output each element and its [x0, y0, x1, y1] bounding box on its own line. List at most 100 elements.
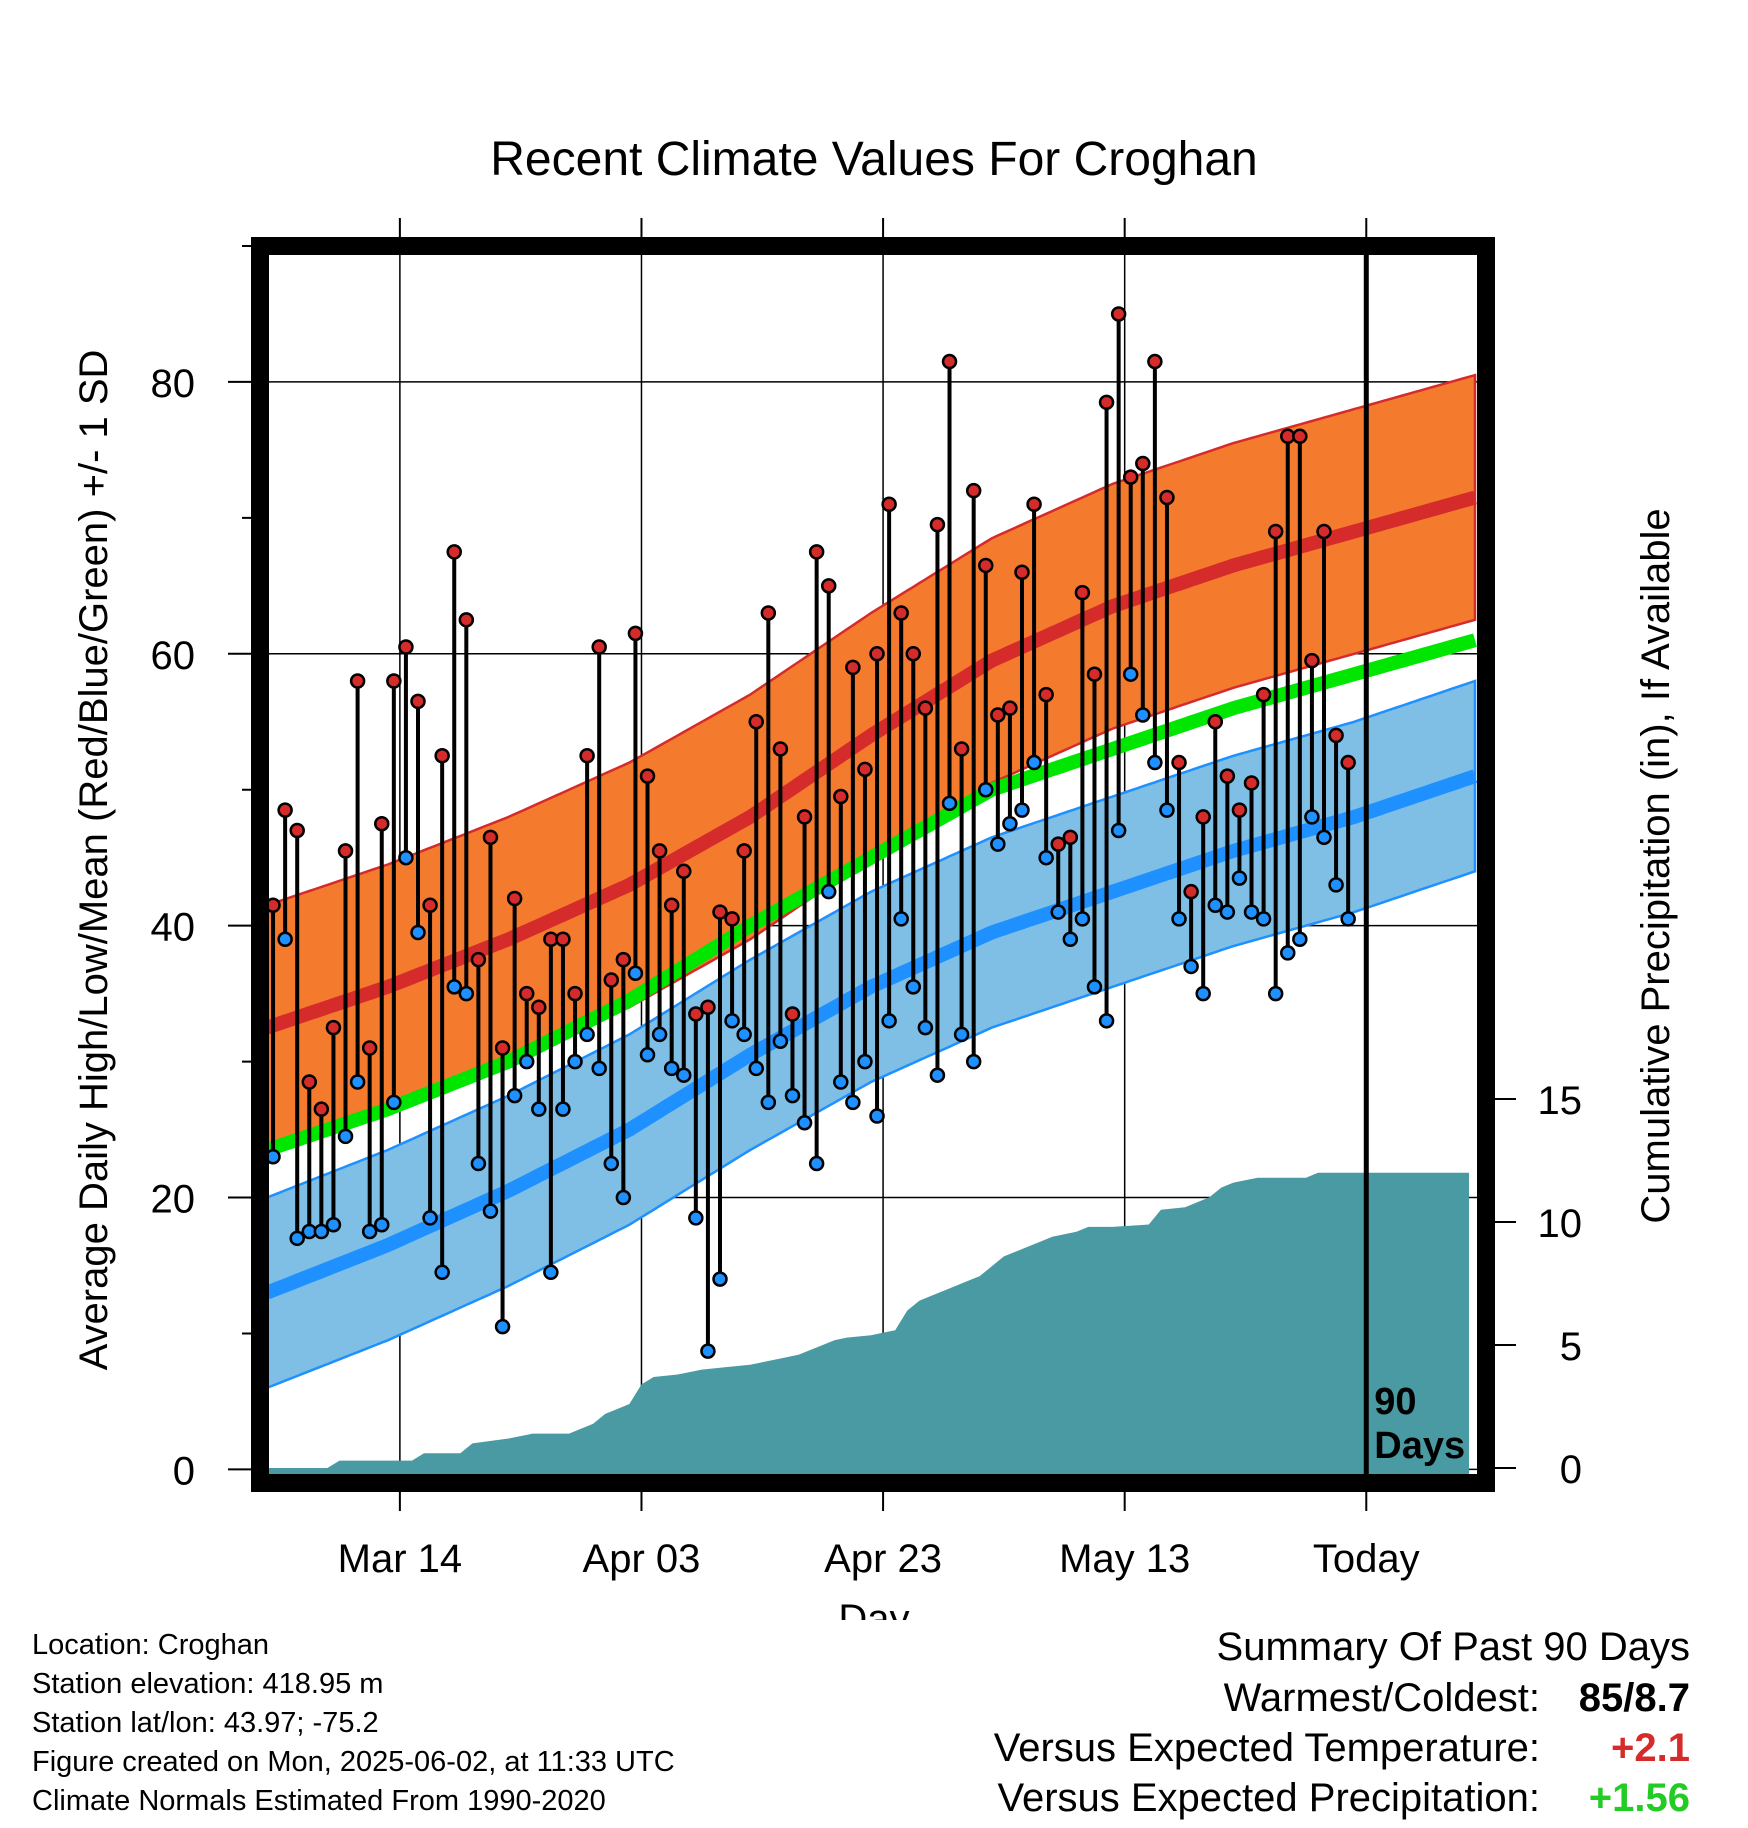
daily-high-point [990, 707, 1006, 723]
daily-high-point [313, 1101, 330, 1117]
daily-high-point [1243, 775, 1260, 791]
daily-high-point [1183, 883, 1199, 900]
daily-high-point [494, 1040, 511, 1056]
daily-high-point [434, 748, 450, 764]
daily-high-point [772, 741, 789, 757]
daily-low-point [1255, 911, 1272, 927]
daily-low-point [494, 1318, 511, 1335]
daily-high-point [808, 544, 825, 560]
daily-high-point [349, 673, 366, 689]
daily-high-point [1122, 469, 1139, 485]
daily-low-point [929, 1067, 946, 1083]
daily-low-point [978, 781, 994, 798]
temp-anomaly-value: +2.1 [1611, 1726, 1690, 1770]
daily-high-point [845, 659, 861, 676]
latlon-text: Station lat/lon: 43.97; -75.2 [32, 1707, 379, 1739]
daily-high-point [1304, 652, 1320, 669]
daily-low-point [470, 1155, 487, 1172]
daily-low-point [833, 1074, 849, 1090]
climate-chart: Recent Climate Values For Croghan 0 20 40 6… [72, 133, 1678, 1620]
daily-low-point [1110, 822, 1127, 839]
daily-high-point [482, 829, 499, 846]
daily-high-point [531, 999, 547, 1015]
daily-high-point [567, 985, 583, 1002]
daily-low-point [1026, 754, 1042, 771]
daily-high-point [518, 985, 535, 1002]
daily-low-point [1038, 849, 1054, 866]
daily-high-point [1328, 727, 1344, 744]
daily-high-point [1231, 802, 1248, 818]
daily-low-point [313, 1223, 330, 1240]
x-tick-label: Apr 03 [583, 1537, 701, 1581]
daily-high-point [1002, 700, 1018, 716]
daily-low-point [990, 836, 1006, 852]
daily-low-point [1171, 911, 1187, 927]
daily-low-point [1014, 802, 1030, 818]
daily-low-point [796, 1115, 813, 1131]
daily-low-point [361, 1223, 378, 1240]
daily-low-point [1122, 666, 1139, 682]
daily-low-point [531, 1101, 547, 1117]
daily-low-point [857, 1053, 873, 1070]
daily-high-point [941, 353, 958, 370]
precip-anomaly-label: Versus Expected Precipitation: [997, 1776, 1540, 1820]
observed-marks [265, 306, 1356, 1359]
daily-high-point [1014, 564, 1030, 580]
daily-high-point [978, 557, 994, 574]
daily-high-point [1255, 686, 1272, 703]
created-text: Figure created on Mon, 2025-06-02, at 11… [32, 1746, 675, 1778]
daily-low-point [289, 1230, 305, 1247]
daily-low-point [325, 1216, 342, 1233]
cumulative-precip-area [267, 1172, 1469, 1483]
daily-low-point [700, 1343, 716, 1359]
daily-low-point [543, 1264, 559, 1281]
chart-title: Recent Climate Values For Croghan [490, 133, 1257, 186]
daily-high-point [301, 1074, 318, 1090]
daily-high-point [603, 972, 620, 988]
daily-high-point [712, 904, 728, 920]
daily-high-point [458, 612, 475, 628]
daily-low-point [1219, 904, 1236, 920]
y-tick-label-right: 15 [1538, 1079, 1583, 1123]
daily-low-point [917, 1019, 934, 1036]
daily-high-point [796, 809, 813, 825]
daily-high-point [736, 843, 752, 859]
y-tick-label-left: 60 [151, 634, 196, 678]
warm-cold-label: Warmest/Coldest: [1223, 1676, 1540, 1720]
daily-low-point [1050, 904, 1066, 920]
daily-low-point [591, 1060, 607, 1077]
daily-high-point [639, 768, 656, 784]
precip-anomaly-value: +1.56 [1588, 1776, 1690, 1820]
daily-low-point [784, 1087, 801, 1104]
x-tick-label: Today [1313, 1537, 1420, 1581]
daily-low-point [760, 1094, 777, 1111]
daily-high-point [1110, 306, 1127, 322]
daily-high-point [289, 822, 305, 839]
y-tick-label-left: 80 [151, 362, 196, 406]
daily-low-point [482, 1203, 499, 1219]
daily-low-point [1328, 877, 1344, 893]
daily-high-point [1316, 523, 1332, 540]
daily-low-point [1280, 945, 1296, 961]
daily-low-point [1340, 911, 1356, 927]
daily-high-point [361, 1040, 378, 1056]
daily-low-point [869, 1108, 885, 1124]
daily-low-point [337, 1128, 354, 1145]
daily-high-point [446, 544, 462, 560]
daily-high-point [724, 911, 740, 927]
x-axis-label: Day [838, 1597, 909, 1620]
daily-low-point [905, 979, 922, 995]
daily-high-point [663, 897, 680, 914]
daily-high-point [506, 890, 523, 907]
daily-high-point [1267, 523, 1284, 540]
x-tick-label: May 13 [1059, 1537, 1190, 1581]
daily-high-point [422, 897, 438, 914]
daily-high-point [700, 999, 716, 1015]
daily-low-point [1316, 829, 1332, 846]
y-tick-label-right: 0 [1560, 1448, 1582, 1492]
daily-low-point [639, 1047, 656, 1063]
daily-high-point [833, 788, 849, 805]
daily-low-point [1062, 931, 1079, 948]
normals-text: Climate Normals Estimated From 1990-2020 [32, 1785, 606, 1817]
